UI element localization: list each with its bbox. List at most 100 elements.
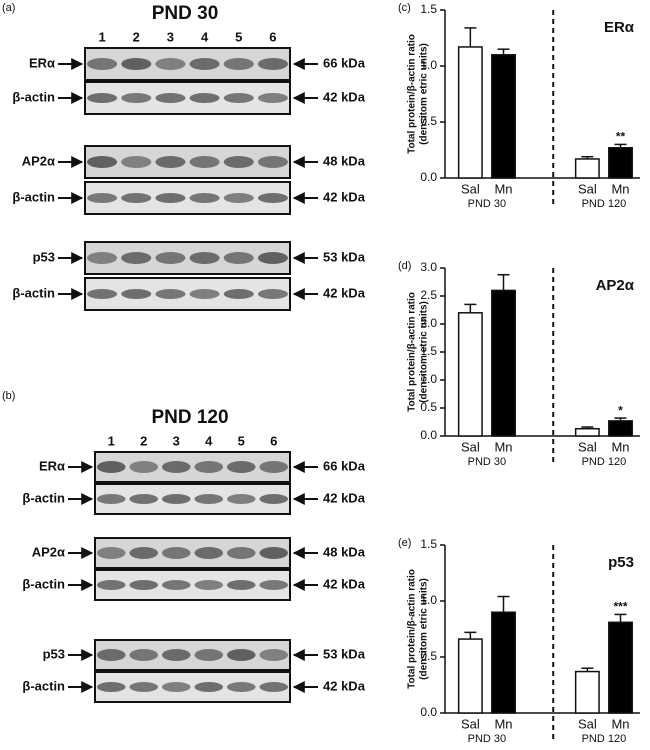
blot-band [87, 156, 118, 168]
blot-strip [94, 483, 291, 515]
bar [608, 420, 633, 437]
group-label: PND 30 [468, 456, 507, 468]
lane-number: 5 [238, 433, 245, 448]
blot-band [259, 580, 289, 590]
lane-number: 6 [270, 433, 277, 448]
blot-title: PND 30 [152, 3, 219, 24]
size-label: 66 kDa [323, 458, 366, 473]
size-label: 42 kDa [323, 678, 366, 693]
lane-number: 5 [235, 29, 242, 44]
size-label: 53 kDa [323, 249, 366, 264]
x-tick-label: Mn [494, 181, 512, 196]
bar [457, 312, 483, 437]
blot-band [189, 93, 220, 103]
blot-band [257, 93, 288, 103]
y-tick-label: 2.5 [420, 288, 437, 302]
blot-band [129, 494, 159, 504]
row-label: β-actin [22, 490, 65, 505]
y-tick-label: 0.5 [420, 114, 437, 128]
row-label: β-actin [12, 89, 55, 104]
y-tick-label: 0.5 [420, 649, 437, 663]
blot-band [161, 580, 191, 590]
bar [574, 158, 600, 179]
row-label: β-actin [22, 678, 65, 693]
blot-strip [84, 145, 291, 179]
blot-title: PND 120 [151, 407, 228, 428]
blot-band [96, 461, 126, 473]
y-tick-label: 3.0 [420, 260, 437, 274]
blot-band [155, 156, 186, 168]
y-axis-label: (densitom etric units) [419, 301, 430, 403]
lane-number: 2 [140, 433, 147, 448]
blot-band [226, 547, 256, 559]
blot-band [226, 494, 256, 504]
blot-band [129, 461, 159, 473]
blot-band [96, 682, 126, 692]
lane-number: 2 [133, 29, 140, 44]
y-axis-label: Total protein/β-actin ratio [407, 292, 418, 412]
blot-band [96, 649, 126, 661]
blot-band [257, 193, 288, 203]
blot-band [259, 682, 289, 692]
y-tick-label: 2.0 [420, 316, 437, 330]
blot-band [226, 461, 256, 473]
blot-band [223, 193, 254, 203]
bar [574, 670, 600, 714]
lane-number: 3 [167, 29, 174, 44]
size-label: 42 kDa [323, 576, 366, 591]
significance: * [618, 403, 623, 417]
chart-title: p53 [608, 554, 634, 571]
y-tick-label: 1.5 [420, 344, 437, 358]
significance: *** [613, 600, 627, 614]
x-tick-label: Mn [611, 181, 629, 196]
blot-band [96, 580, 126, 590]
x-tick-label: Mn [611, 439, 629, 454]
bar [491, 611, 516, 714]
blot-band [121, 93, 152, 103]
blot-band [194, 580, 224, 590]
group-label: PND 120 [582, 198, 627, 210]
row-label: p53 [43, 646, 65, 661]
blot-band [155, 93, 186, 103]
row-label: ERα [39, 458, 65, 473]
y-tick-label: 1.5 [420, 537, 437, 551]
blot-strip [84, 181, 291, 215]
blot-band [121, 193, 152, 203]
blot-band [189, 289, 220, 299]
size-label: 48 kDa [323, 544, 366, 559]
y-axis-label: (densitom etric units) [419, 578, 430, 680]
blot-band [223, 93, 254, 103]
size-label: 42 kDa [323, 89, 366, 104]
size-label: 42 kDa [323, 189, 366, 204]
y-axis-label: Total protein/β-actin ratio [407, 569, 418, 689]
blot-band [226, 682, 256, 692]
bar [457, 46, 483, 179]
blot-band [161, 547, 191, 559]
x-tick-label: Sal [461, 439, 480, 454]
bar [608, 621, 633, 714]
blot-band [87, 193, 118, 203]
blot-band [161, 649, 191, 661]
chart-title: ERα [604, 19, 635, 36]
blot-band [121, 58, 152, 70]
blot-band [155, 58, 186, 70]
y-tick-label: 0.0 [420, 170, 437, 184]
lane-number: 1 [98, 29, 105, 44]
blot-band [129, 547, 159, 559]
blot-band [259, 494, 289, 504]
blot-band [226, 649, 256, 661]
blot-strip [94, 639, 291, 671]
x-tick-label: Sal [461, 181, 480, 196]
blot-band [87, 93, 118, 103]
row-label: β-actin [22, 576, 65, 591]
blot-band [161, 682, 191, 692]
row-label: AP2α [32, 544, 65, 559]
blot-band [257, 289, 288, 299]
panel-label: (b) [2, 390, 15, 402]
blot-band [189, 252, 220, 264]
lane-number: 4 [201, 29, 209, 44]
blot-band [226, 580, 256, 590]
panel-label: (e) [398, 537, 411, 549]
y-tick-label: 0.5 [420, 400, 437, 414]
blot-band [257, 156, 288, 168]
